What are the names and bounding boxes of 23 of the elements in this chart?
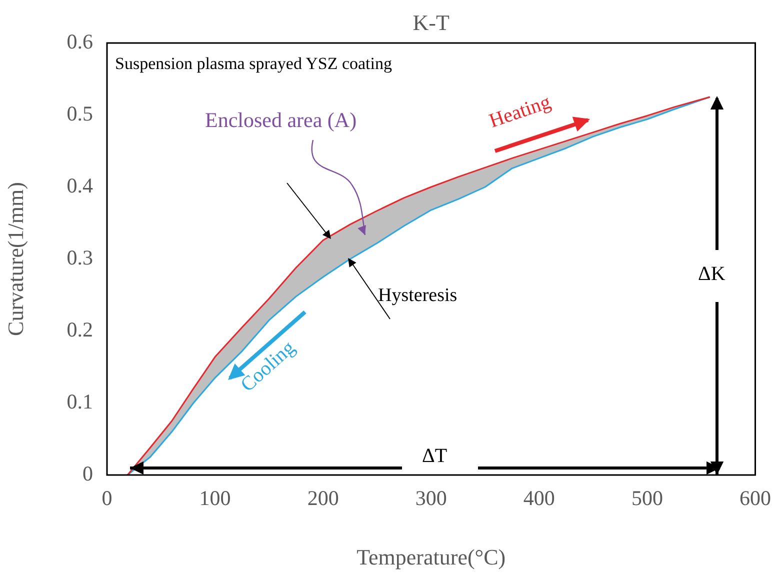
y-tick-label: 0.6 bbox=[66, 30, 93, 54]
annotation: ΔT bbox=[422, 445, 448, 467]
x-axis-title: Temperature(°C) bbox=[356, 544, 506, 570]
annotation: ΔK bbox=[698, 263, 726, 285]
y-tick-label: 0 bbox=[82, 462, 93, 486]
y-tick-label: 0.2 bbox=[66, 318, 93, 342]
x-tick-label: 600 bbox=[740, 486, 771, 510]
x-tick-label: 0 bbox=[102, 486, 112, 510]
x-tick-label: 400 bbox=[523, 486, 555, 510]
annotation: Suspension plasma sprayed YSZ coating bbox=[115, 54, 392, 73]
annotation: Heating bbox=[486, 90, 554, 132]
x-tick-label: 300 bbox=[415, 486, 447, 510]
chart-title: K-T bbox=[412, 10, 450, 35]
x-tick-label: 100 bbox=[199, 486, 231, 510]
y-tick-label: 0.3 bbox=[66, 246, 93, 270]
y-axis-title: Curvature(1/mm) bbox=[2, 182, 28, 336]
x-tick-label: 500 bbox=[631, 486, 663, 510]
y-tick-label: 0.4 bbox=[66, 174, 94, 198]
y-tick-label: 0.1 bbox=[66, 390, 93, 414]
y-tick-label: 0.5 bbox=[66, 102, 93, 126]
x-tick-label: 200 bbox=[307, 486, 339, 510]
annotation: Enclosed area (A) bbox=[205, 108, 357, 132]
annotation: Hysteresis bbox=[378, 285, 458, 306]
